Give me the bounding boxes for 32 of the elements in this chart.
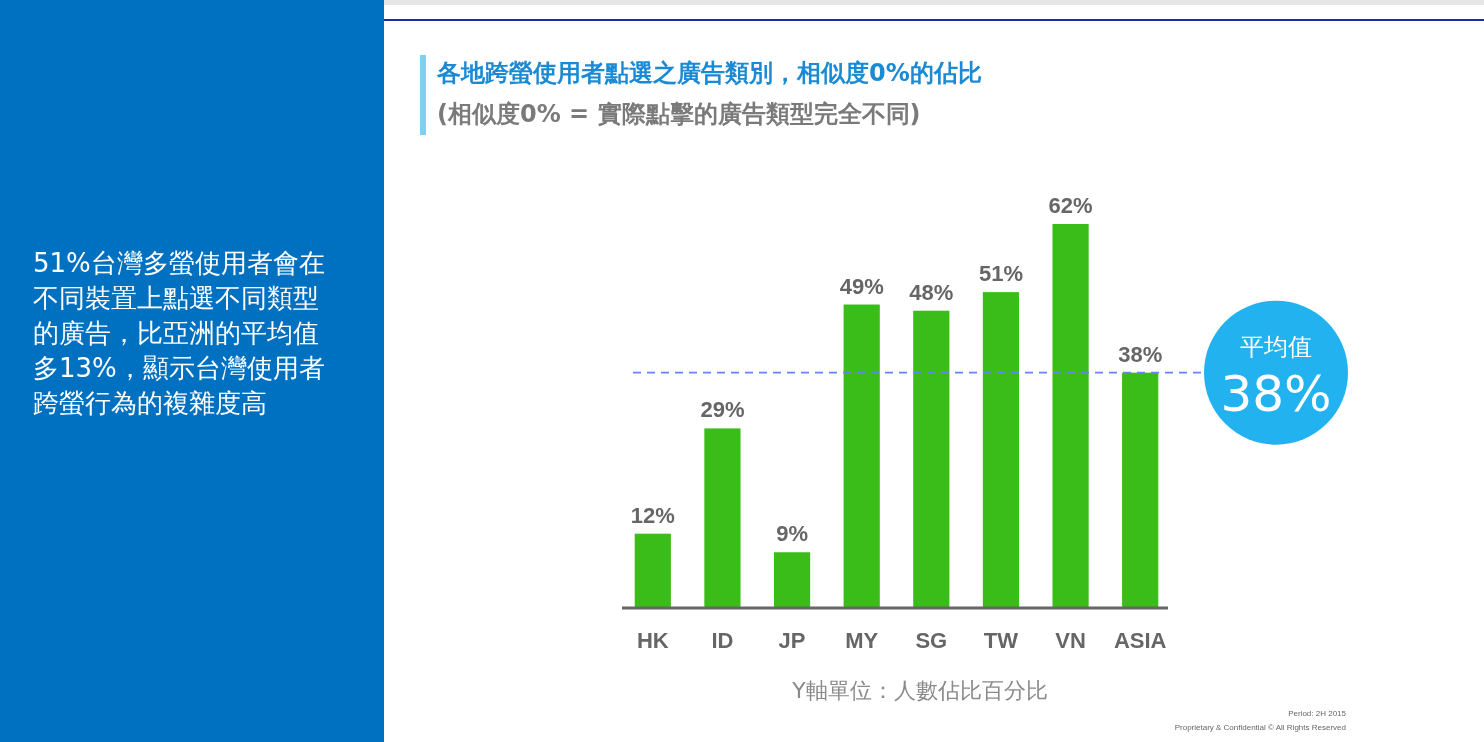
data-label: 49% bbox=[839, 273, 884, 299]
text: Period: 2H 2015 bbox=[1288, 709, 1347, 718]
x-tick-label: VN bbox=[1055, 628, 1086, 653]
data-label: 48% bbox=[909, 279, 954, 305]
chart-subtitle: (相似度0% = 實際點擊的廣告類型完全不同) bbox=[437, 100, 921, 128]
bar bbox=[634, 533, 671, 608]
bar bbox=[843, 304, 880, 608]
data-label: 12% bbox=[630, 502, 675, 528]
bar bbox=[1052, 224, 1089, 608]
bar bbox=[1122, 372, 1159, 608]
bar bbox=[982, 292, 1020, 608]
data-label: 62% bbox=[1048, 193, 1093, 218]
data-label: 51% bbox=[978, 261, 1023, 287]
data-label: 9% bbox=[776, 521, 808, 547]
ref-line-label: 平均值 bbox=[1240, 332, 1312, 361]
bar bbox=[913, 310, 950, 608]
text: 38% bbox=[1220, 364, 1332, 423]
x-tick-label: HK bbox=[636, 628, 669, 653]
text: Proprietary & Confidential © All Rights Reserved bbox=[1174, 723, 1346, 732]
x-tick-label: TW bbox=[983, 628, 1019, 653]
chart-title: 各地跨螢使用者點選之廣告類別，相似度0%的佔比 bbox=[436, 59, 982, 87]
x-tick-label: JP bbox=[778, 628, 806, 653]
x-tick-label: ID bbox=[711, 628, 734, 653]
text: Y軸單位：人數佔比百分比 bbox=[791, 678, 1048, 703]
data-label: 29% bbox=[700, 397, 745, 423]
bar bbox=[704, 428, 741, 608]
x-tick-label: SG bbox=[915, 628, 948, 653]
bar bbox=[773, 552, 811, 608]
x-tick-label: ASIA bbox=[1113, 628, 1167, 653]
data-label: 38% bbox=[1118, 341, 1163, 367]
text: 51%台灣多螢使用者會在不同裝置上點選不同類型的廣告，比亞洲的平均值多13%，顯示台灣使用者跨螢行為的複雜度高 bbox=[33, 247, 326, 420]
x-tick-label: MY bbox=[845, 628, 879, 653]
